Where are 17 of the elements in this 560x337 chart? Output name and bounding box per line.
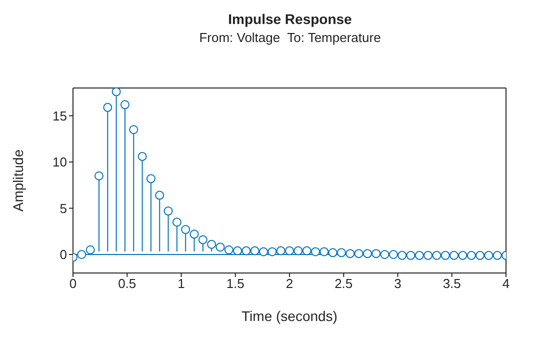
y-tick-label: 0 <box>60 247 67 262</box>
chart-subtitle: From: Voltage To: Temperature <box>198 30 382 45</box>
x-tick-label: 3.5 <box>442 276 461 292</box>
x-tick-label: 1.5 <box>226 276 244 292</box>
y-tick-label: 5 <box>60 200 67 216</box>
y-axis-title: Amplitude <box>10 149 26 212</box>
x-tick-label: 0 <box>69 276 77 292</box>
x-tick-label: 4 <box>502 276 510 292</box>
x-tick-label: 1 <box>178 276 185 292</box>
x-tick-label: 3 <box>394 276 402 292</box>
x-tick-label: 2 <box>286 276 294 292</box>
chart-title: Impulse Response <box>227 11 353 27</box>
y-tick-label: 10 <box>52 154 67 170</box>
x-tick-label: 2.5 <box>334 276 353 292</box>
x-axis-title: Time (seconds) <box>242 308 338 324</box>
x-tick-label: 0.5 <box>118 276 136 292</box>
y-tick-label: 15 <box>52 108 67 124</box>
